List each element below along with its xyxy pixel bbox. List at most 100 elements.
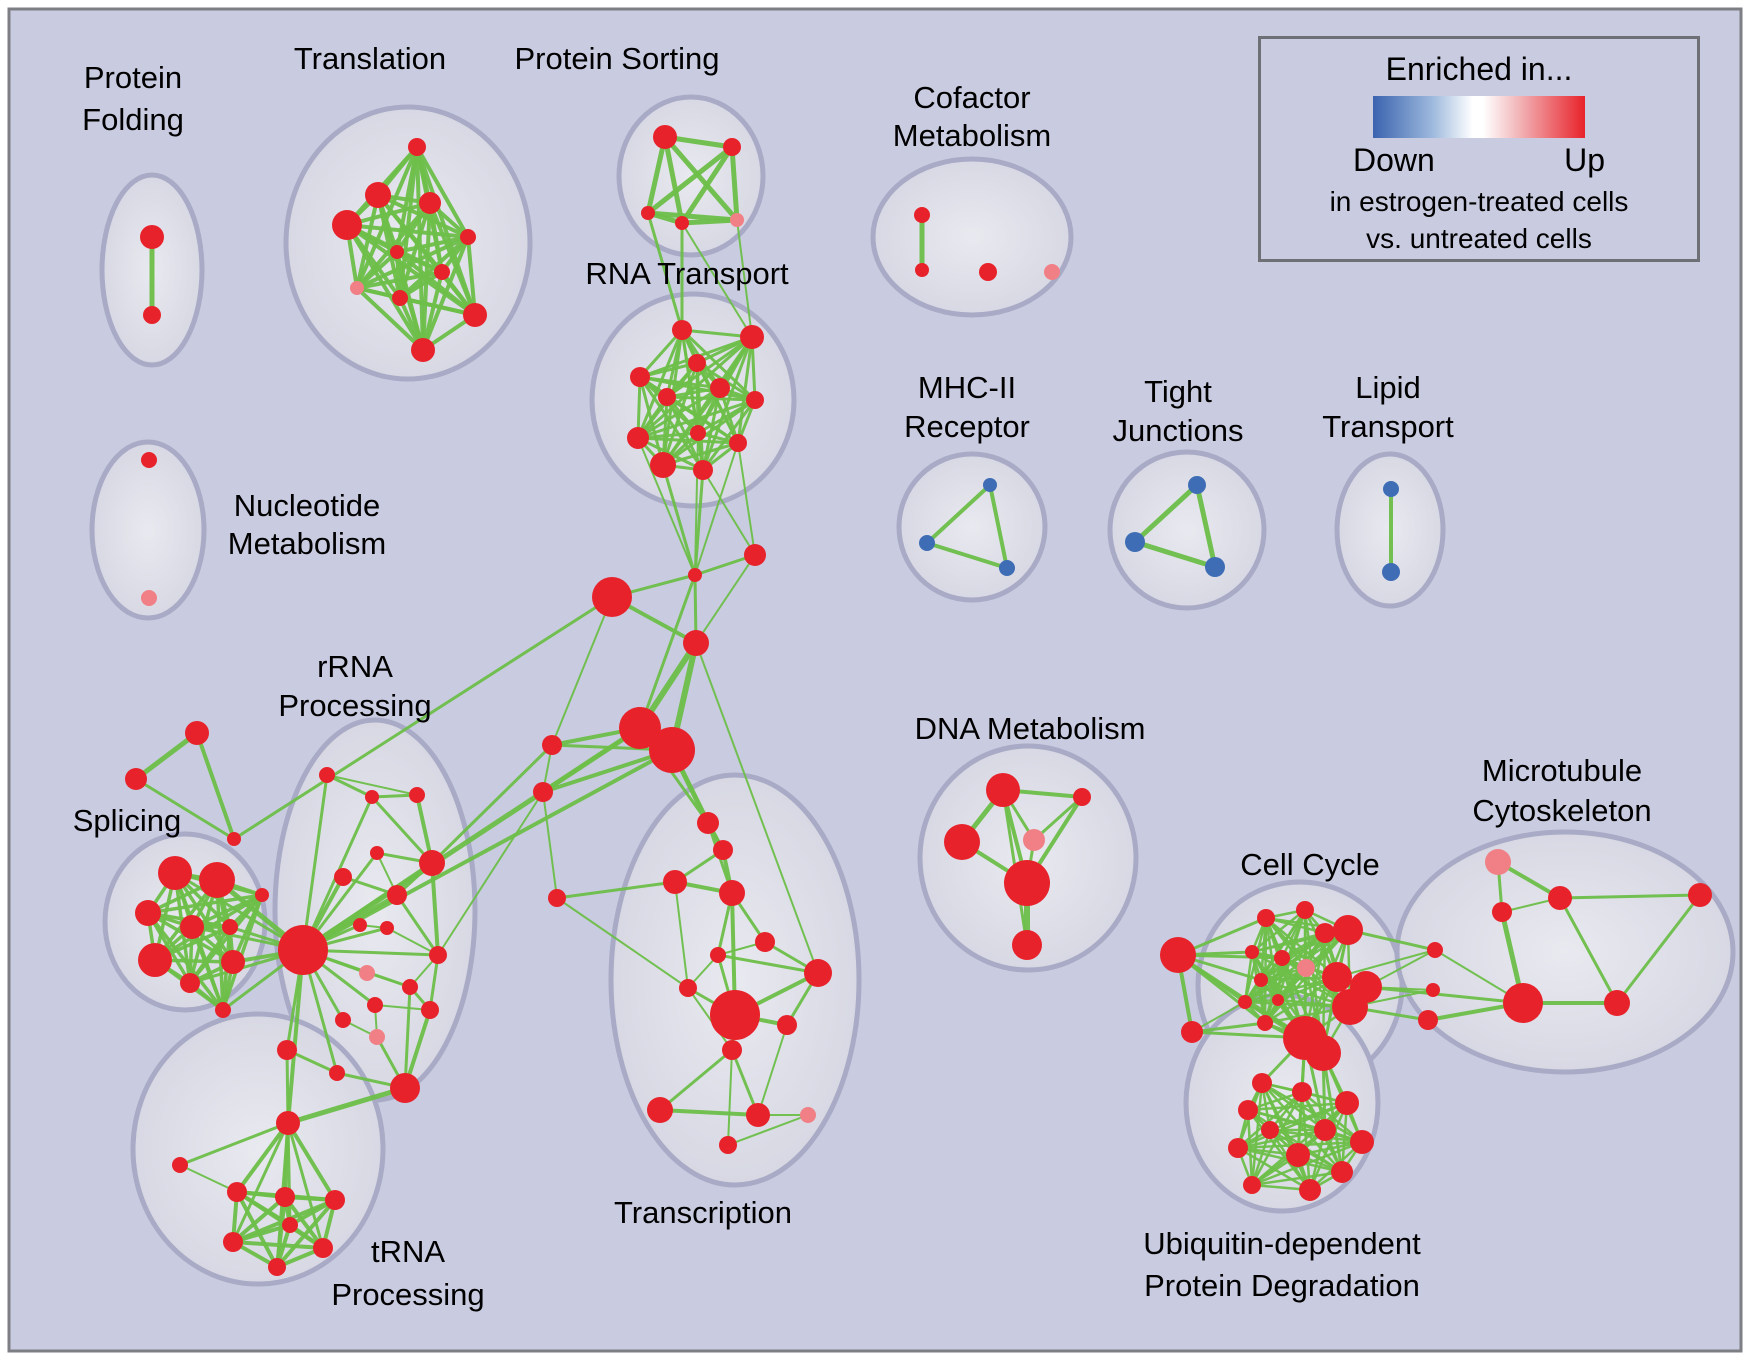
legend-title: Enriched in... — [1385, 51, 1573, 87]
network-edge — [153, 893, 264, 962]
cluster-label-cell-cycle: Cell Cycle — [1240, 847, 1380, 882]
network-edge — [1176, 953, 1267, 1025]
network-edge — [301, 773, 329, 952]
gene-set-node — [719, 880, 745, 906]
cluster-label-rrna-processing: Processing — [278, 688, 431, 723]
gene-set-node — [419, 850, 445, 876]
cluster-label-tight-junctions: Junctions — [1113, 413, 1244, 448]
gene-set-node — [429, 946, 447, 964]
network-edge — [231, 1240, 325, 1250]
gene-set-node — [1427, 942, 1443, 958]
cluster-label-protein-folding: Folding — [82, 102, 184, 137]
gene-set-node — [986, 773, 1020, 807]
gene-set-node — [592, 577, 632, 617]
gene-set-node — [679, 979, 697, 997]
gene-set-node — [722, 1040, 742, 1060]
gene-set-node — [1492, 902, 1512, 922]
network-edge — [679, 144, 735, 226]
gene-set-node — [282, 1217, 298, 1233]
network-edge — [757, 1024, 788, 1116]
network-edge — [637, 437, 696, 576]
network-edge — [285, 1048, 290, 1125]
cluster-label-microtubule-cytoskeleton: Cytoskeleton — [1472, 793, 1651, 828]
gene-set-node — [1297, 959, 1315, 977]
network-edge — [694, 442, 739, 576]
network-edge — [988, 483, 1009, 570]
network-edge — [702, 469, 756, 556]
gene-set-node — [1188, 476, 1206, 494]
gene-set-node — [649, 727, 695, 773]
gene-set-node — [944, 824, 980, 860]
gene-set-node — [804, 959, 832, 987]
network-edge — [1250, 1128, 1272, 1187]
gene-set-node — [125, 768, 147, 790]
network-edge — [428, 953, 440, 1012]
network-edge — [737, 442, 756, 556]
gene-set-node — [746, 391, 764, 409]
network-edge — [355, 250, 399, 290]
network-edge — [1268, 1101, 1349, 1132]
gene-set-node — [1383, 481, 1399, 497]
network-edge — [1260, 1081, 1344, 1174]
gene-set-node — [1331, 1161, 1353, 1183]
gene-set-node — [319, 767, 335, 783]
network-edge — [925, 483, 992, 545]
network-edge — [286, 948, 305, 1125]
network-edge — [636, 436, 705, 472]
network-edge — [638, 573, 697, 730]
gene-set-node — [729, 434, 747, 452]
network-edge — [636, 436, 740, 445]
gene-set-node — [533, 782, 553, 802]
network-edge — [326, 774, 418, 796]
gene-set-node — [755, 932, 775, 952]
gene-set-node — [983, 478, 997, 492]
gene-set-node — [1296, 901, 1314, 919]
network-edge — [695, 554, 756, 644]
network-edge — [235, 1190, 279, 1269]
gene-set-node — [409, 787, 425, 803]
network-edge — [665, 395, 740, 445]
cluster-ellipse-cofactor-metabolism — [870, 156, 1074, 318]
network-edge — [645, 134, 668, 216]
gene-set-node — [222, 919, 238, 935]
network-edge — [925, 541, 1009, 570]
gene-set-node — [329, 1065, 345, 1081]
gene-set-node — [688, 568, 702, 582]
gene-set-node — [1181, 1021, 1203, 1043]
cluster-label-ubiquitin-degradation: Ubiquitin-dependent — [1143, 1226, 1421, 1261]
network-edge — [638, 328, 684, 379]
gene-set-node — [1286, 1143, 1310, 1167]
cluster-label-lipid-transport: Lipid — [1355, 370, 1421, 405]
gene-set-node — [1350, 1130, 1374, 1154]
network-edge — [661, 441, 740, 467]
gene-set-node — [1548, 886, 1572, 910]
gene-set-node — [141, 452, 157, 468]
gene-set-node — [392, 290, 408, 306]
legend-down-label: Down — [1353, 142, 1435, 178]
network-edge — [1246, 1108, 1364, 1144]
network-edge — [679, 217, 740, 226]
gene-set-node — [158, 856, 192, 890]
gene-set-node — [367, 997, 383, 1013]
gene-set-node — [688, 354, 706, 372]
network-edge — [395, 893, 440, 957]
network-edge — [716, 953, 820, 975]
gene-set-node — [710, 947, 726, 963]
network-edge — [646, 211, 684, 332]
gene-set-node — [641, 206, 655, 220]
network-edge — [133, 730, 200, 782]
network-edge — [235, 1121, 290, 1194]
network-edge — [1132, 482, 1200, 545]
gene-set-node — [697, 812, 719, 834]
network-edge — [1259, 928, 1350, 982]
network-edge — [542, 791, 558, 899]
network-edge — [551, 596, 613, 746]
gene-set-node — [1274, 950, 1290, 966]
gene-set-node — [1228, 1138, 1248, 1158]
network-edge — [662, 134, 740, 223]
network-edge — [421, 270, 444, 352]
network-edge — [345, 223, 470, 239]
cluster-label-trna-processing: Processing — [331, 1277, 484, 1312]
network-edge — [286, 1121, 337, 1202]
gene-set-node — [690, 425, 706, 441]
